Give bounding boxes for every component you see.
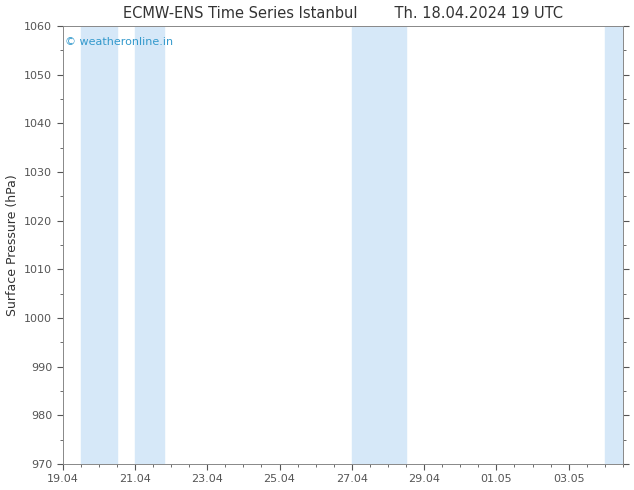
Bar bbox=[352, 26, 406, 464]
Bar bbox=[605, 26, 623, 464]
Bar bbox=[135, 26, 164, 464]
Bar bbox=[81, 26, 117, 464]
Y-axis label: Surface Pressure (hPa): Surface Pressure (hPa) bbox=[6, 174, 18, 316]
Text: © weatheronline.in: © weatheronline.in bbox=[65, 37, 174, 47]
Title: ECMW-ENS Time Series Istanbul        Th. 18.04.2024 19 UTC: ECMW-ENS Time Series Istanbul Th. 18.04.… bbox=[123, 5, 563, 21]
